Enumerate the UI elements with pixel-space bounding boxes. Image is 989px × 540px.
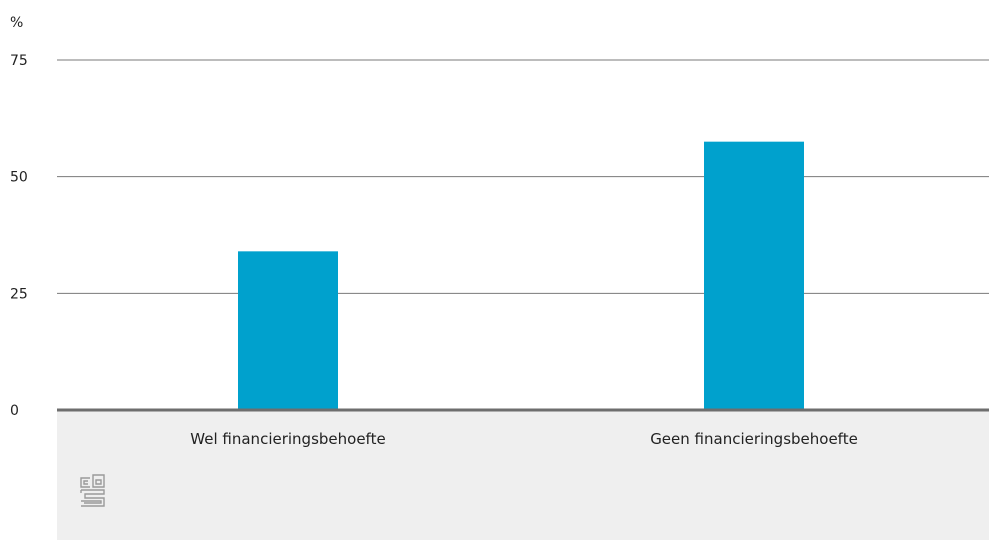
y-tick-labels: 0 25 50 75 — [10, 53, 28, 419]
bars — [238, 141, 804, 410]
y-tick-label: 25 — [10, 286, 28, 302]
y-tick-label: 0 — [10, 403, 19, 419]
category-label: Wel financieringsbehoefte — [190, 430, 385, 448]
category-labels: Wel financieringsbehoefte Geen financieri… — [190, 430, 858, 448]
bar — [238, 251, 338, 410]
y-axis-unit-label: % — [10, 15, 23, 31]
y-tick-label: 75 — [10, 53, 28, 69]
gridlines — [57, 59, 989, 294]
cbs-logo-icon — [80, 474, 105, 507]
category-axis-background — [57, 410, 989, 540]
y-tick-label: 50 — [10, 170, 28, 186]
category-label: Geen financieringsbehoefte — [650, 430, 858, 448]
bar — [704, 141, 804, 410]
